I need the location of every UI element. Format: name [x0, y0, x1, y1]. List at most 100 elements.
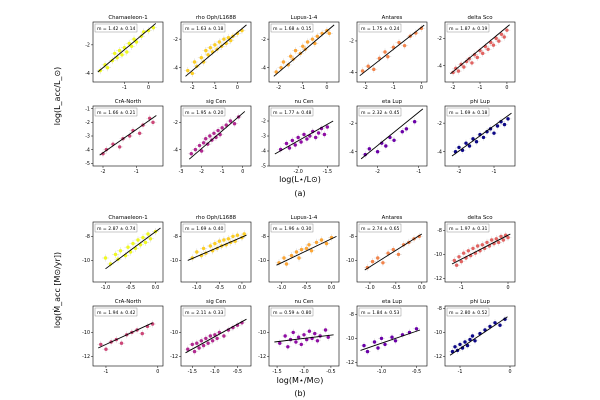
data-point [465, 343, 470, 348]
data-point [206, 53, 210, 57]
subplot-title: Lupus-1-4 [291, 15, 318, 21]
x-tick-label: -1 [212, 85, 217, 91]
subplot-a-cra-north: CrA-North m = 1.66 ± 0.21 -2 -1 -5 -4 -3 -2 -1 [85, 99, 164, 175]
plot-area [102, 227, 161, 270]
subplot-a-sig-cen: sig Cen m = 1.95 ± 0.20 -3 -2 -1 0 -4 -2 [173, 99, 252, 175]
subplot-b-eta-lup: eta Lup m = 1.84 ± 0.53 -1.0 -0.5 -12 -10 -8 [346, 299, 428, 375]
plot-area [187, 230, 248, 262]
x-tick-label: -1.0 [210, 369, 219, 375]
data-point [366, 64, 370, 68]
y-tick-label: -8 [437, 228, 442, 234]
plot-area [184, 318, 247, 356]
y-tick-label: -4 [437, 149, 442, 155]
data-point [302, 333, 306, 337]
data-point [459, 259, 464, 264]
y-tick-label: -8 [349, 234, 354, 240]
data-point [281, 60, 286, 64]
data-point [192, 349, 197, 354]
panel-b-label: (b) [294, 389, 305, 398]
fit-line [450, 24, 510, 75]
subplot-title: eta Lup [382, 99, 403, 105]
x-tick-label: -0.5 [391, 285, 400, 291]
data-point [498, 323, 502, 327]
plot-area [187, 111, 246, 160]
data-point [231, 234, 235, 239]
subplot-b-lupus-1-4: Lupus-1-4 m = 1.96 ± 0.30 -1.0 -0.5 0.0 -10 -8 [258, 215, 340, 291]
data-point [506, 235, 510, 240]
subplot-b-antares: Antares m = 2.74 ± 0.65 -1.0 -0.5 0.0 -10 -8 [346, 215, 428, 291]
y-tick-label: -12 [434, 276, 442, 282]
data-point [397, 40, 401, 45]
fit-line [360, 108, 424, 160]
data-point [494, 36, 498, 41]
data-point [496, 240, 501, 245]
data-point [307, 243, 311, 247]
fit-line [449, 316, 508, 356]
data-point [193, 147, 198, 152]
data-point [383, 50, 387, 54]
data-point [380, 141, 384, 145]
data-point [412, 120, 417, 124]
data-point [279, 66, 283, 70]
data-point [289, 253, 294, 258]
data-point [301, 44, 305, 48]
data-point [195, 341, 199, 345]
x-tick-label: 0.0 [418, 285, 426, 291]
plot-area [97, 320, 157, 353]
plot-area [449, 315, 509, 356]
fit-line [451, 112, 512, 157]
y-tick-label: -10 [346, 258, 354, 264]
data-point [201, 60, 206, 64]
x-tick-label: -2 [451, 85, 456, 91]
data-point [199, 339, 204, 343]
data-point [228, 38, 233, 43]
slope-label: m = 2.80 ± 0.52 [449, 310, 488, 316]
subplot-title: CrA-North [115, 299, 142, 305]
data-point [481, 135, 486, 140]
slope-label: m = 1.66 ± 0.21 [97, 110, 136, 116]
data-point [314, 240, 319, 245]
x-tick-label: -2 [199, 169, 204, 175]
data-point [468, 337, 472, 342]
data-point [506, 117, 510, 121]
y-tick-label: -12 [258, 354, 266, 360]
subplot-title: sig Cen [206, 99, 226, 105]
subplot-title: CrA-North [115, 99, 142, 105]
x-tick-label: -1.0 [365, 285, 374, 291]
data-point [290, 138, 295, 143]
data-point [492, 131, 496, 135]
y-tick-label: -10 [82, 330, 90, 336]
slope-box [446, 307, 490, 317]
fit-line [273, 24, 335, 77]
slope-label: m = 2.11 ± 0.33 [185, 310, 224, 316]
data-point [286, 345, 290, 349]
plot-area [184, 24, 247, 78]
data-point [315, 339, 320, 343]
data-point [201, 246, 206, 251]
data-point [299, 247, 304, 252]
data-point [396, 252, 401, 257]
data-point [118, 249, 123, 253]
data-point [189, 152, 193, 156]
y-tick-label: -4 [437, 63, 442, 69]
fit-line [276, 235, 337, 266]
x-tick-label: -1 [300, 85, 305, 91]
slope-box [270, 223, 314, 233]
data-point [208, 46, 213, 50]
subplot-a-delta-sco: delta Sco m = 1.87 ± 0.19 -2 -1 0 -4 -2 [437, 15, 516, 91]
subplot-title: phi Lup [470, 99, 490, 105]
y-tick-label: -4 [173, 65, 178, 71]
plot-area [359, 24, 425, 77]
slope-label: m = 1.69 ± 0.40 [185, 226, 224, 232]
subplot-a-lupus-1-4: Lupus-1-4 m = 1.68 ± 0.15 -2 -1 0 -4 -2 [261, 15, 340, 91]
x-tick-label: -1 [459, 285, 464, 291]
data-point [488, 324, 492, 329]
y-tick-label: -4 [349, 149, 354, 155]
x-tick-label: -1.0 [101, 285, 110, 291]
slope-box [446, 107, 490, 117]
slope-box [270, 107, 314, 117]
y-tick-label: -4 [261, 65, 266, 71]
data-point [461, 251, 466, 255]
